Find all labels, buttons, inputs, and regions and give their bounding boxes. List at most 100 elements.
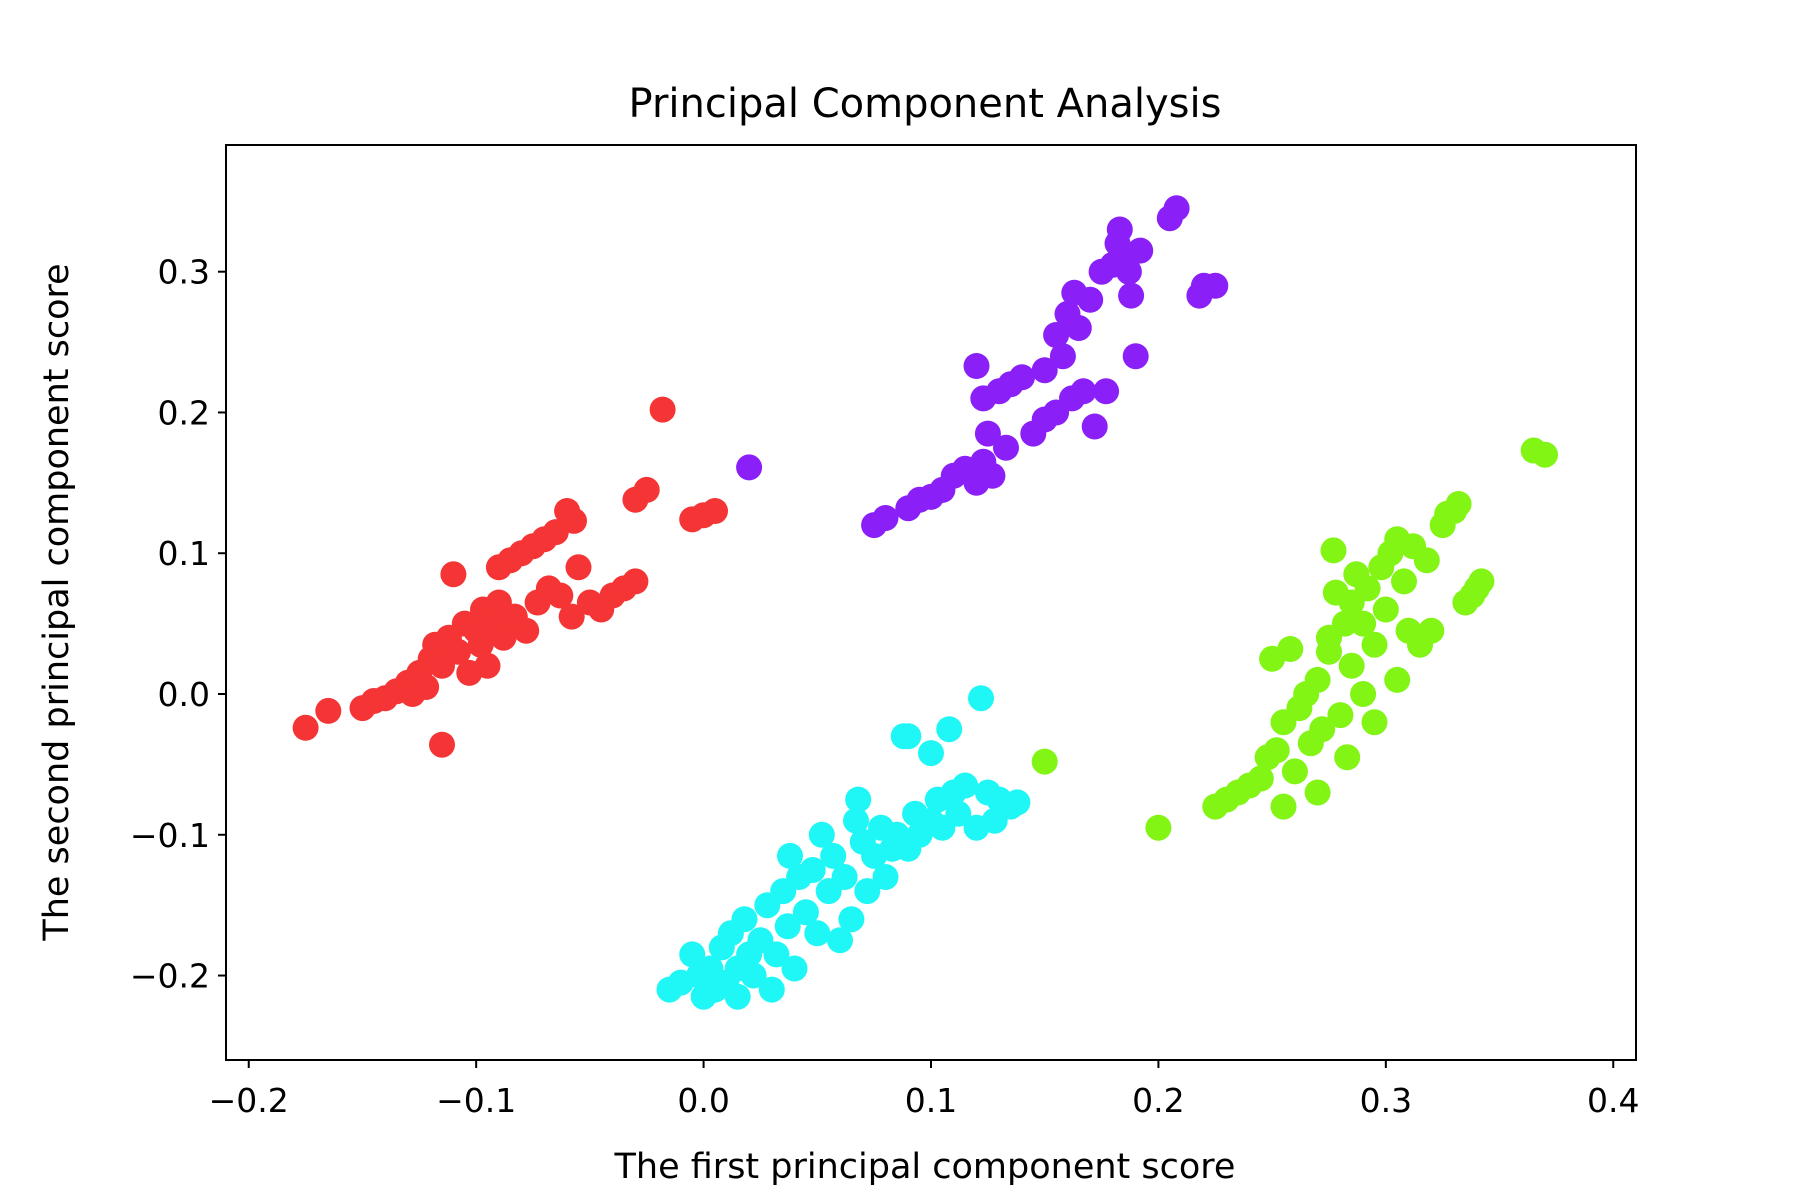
data-point-cluster-3 [777, 842, 803, 869]
x-tick-label: 0.1 [905, 1081, 957, 1120]
data-point-cluster-1 [561, 507, 587, 534]
y-axis: −0.2 −0.1 0.0 0.1 0.2 0.3 [130, 253, 226, 996]
data-point-cluster-1 [467, 631, 494, 658]
data-point-cluster-2 [1031, 357, 1058, 384]
data-point-cluster-4 [1338, 652, 1365, 679]
data-point-cluster-2 [963, 353, 990, 379]
data-point-cluster-2 [1127, 237, 1154, 264]
data-point-cluster-1 [547, 582, 574, 609]
y-tick-label: −0.2 [130, 957, 210, 996]
data-point-cluster-1 [429, 731, 455, 758]
data-point-cluster-3 [838, 906, 865, 933]
data-point-cluster-1 [490, 624, 517, 651]
data-point-cluster-4 [1327, 702, 1354, 729]
data-point-cluster-2 [736, 454, 763, 481]
data-point-cluster-4 [1334, 744, 1361, 771]
data-point-cluster-4 [1320, 537, 1347, 564]
data-point-cluster-2 [1115, 258, 1142, 285]
y-tick-label: −0.1 [130, 816, 210, 855]
y-tick-label: 0.2 [158, 393, 210, 432]
data-point-cluster-2 [1077, 286, 1104, 313]
data-point-cluster-4 [1031, 748, 1058, 775]
data-point-cluster-2 [872, 505, 899, 531]
data-point-cluster-4 [1309, 716, 1336, 743]
x-tick-label: 0.0 [677, 1081, 729, 1120]
data-point-cluster-3 [843, 807, 869, 834]
data-point-cluster-1 [440, 561, 467, 588]
data-point-cluster-2 [1043, 322, 1070, 348]
data-point-cluster-2 [1070, 378, 1097, 405]
chart-title: Principal Component Analysis [629, 81, 1222, 127]
data-point-cluster-4 [1361, 709, 1388, 736]
data-point-cluster-2 [1009, 364, 1035, 391]
data-point-cluster-1 [565, 554, 592, 581]
data-point-cluster-3 [936, 716, 963, 743]
data-point-cluster-3 [945, 800, 972, 827]
data-point-cluster-1 [292, 714, 319, 741]
data-point-cluster-1 [474, 652, 501, 679]
data-point-cluster-3 [799, 857, 826, 883]
data-point-cluster-2 [1065, 315, 1092, 341]
x-tick-label: −0.1 [436, 1081, 516, 1120]
data-point-cluster-3 [804, 920, 831, 947]
data-point-cluster-1 [315, 697, 342, 724]
x-tick-label: 0.3 [1360, 1081, 1412, 1120]
data-point-cluster-1 [633, 476, 660, 503]
data-point-cluster-4 [1270, 793, 1297, 820]
data-point-cluster-3 [872, 864, 899, 890]
data-point-cluster-3 [820, 842, 847, 869]
data-point-cluster-3 [679, 941, 706, 968]
data-point-cluster-3 [781, 955, 808, 982]
data-point-cluster-3 [854, 878, 881, 905]
data-point-cluster-4 [1468, 568, 1495, 595]
data-point-cluster-2 [1049, 343, 1076, 370]
data-point-cluster-3 [845, 786, 872, 813]
data-point-cluster-3 [1004, 789, 1031, 816]
x-tick-label: −0.2 [209, 1081, 289, 1120]
data-point-cluster-4 [1361, 631, 1388, 658]
data-point-cluster-4 [1304, 666, 1331, 693]
data-point-cluster-3 [724, 983, 751, 1010]
data-point-cluster-1 [558, 603, 585, 630]
data-point-cluster-1 [513, 617, 540, 644]
data-point-cluster-4 [1304, 779, 1331, 806]
points-layer [292, 195, 1558, 1010]
data-point-cluster-4 [1263, 737, 1290, 764]
data-point-cluster-4 [1384, 666, 1411, 693]
data-point-cluster-3 [952, 772, 979, 799]
x-axis-label: The first principal component score [614, 1147, 1236, 1187]
data-point-cluster-1 [702, 498, 728, 524]
y-axis-label: The second principal component score [37, 263, 77, 941]
data-point-cluster-3 [827, 927, 853, 954]
x-axis: −0.2 −0.1 0.0 0.1 0.2 0.3 0.4 [209, 1060, 1640, 1120]
data-point-cluster-4 [1277, 636, 1304, 662]
data-point-cluster-2 [993, 434, 1019, 461]
data-point-cluster-2 [1118, 282, 1145, 309]
data-point-cluster-1 [445, 638, 471, 665]
data-point-cluster-2 [1122, 343, 1149, 370]
data-point-cluster-4 [1247, 765, 1274, 792]
data-point-cluster-2 [979, 462, 1006, 489]
data-point-cluster-2 [1106, 216, 1133, 243]
data-point-cluster-3 [831, 864, 858, 890]
data-point-cluster-4 [1418, 617, 1445, 644]
y-tick-label: 0.3 [158, 253, 210, 292]
data-point-cluster-3 [731, 906, 758, 933]
data-point-cluster-3 [895, 723, 922, 750]
data-point-cluster-4 [1532, 441, 1558, 468]
data-point-cluster-1 [622, 568, 649, 595]
data-point-cluster-2 [974, 420, 1001, 447]
y-tick-label: 0.0 [158, 675, 210, 714]
data-point-cluster-4 [1372, 596, 1399, 623]
data-point-cluster-2 [1163, 195, 1190, 222]
data-point-cluster-3 [918, 740, 944, 767]
data-point-cluster-4 [1331, 610, 1358, 637]
x-tick-label: 0.2 [1132, 1081, 1184, 1120]
data-point-cluster-3 [968, 685, 994, 712]
data-point-cluster-1 [649, 396, 676, 423]
x-tick-label: 0.4 [1587, 1081, 1639, 1120]
data-point-cluster-4 [1350, 610, 1377, 637]
data-point-cluster-2 [1093, 378, 1120, 405]
